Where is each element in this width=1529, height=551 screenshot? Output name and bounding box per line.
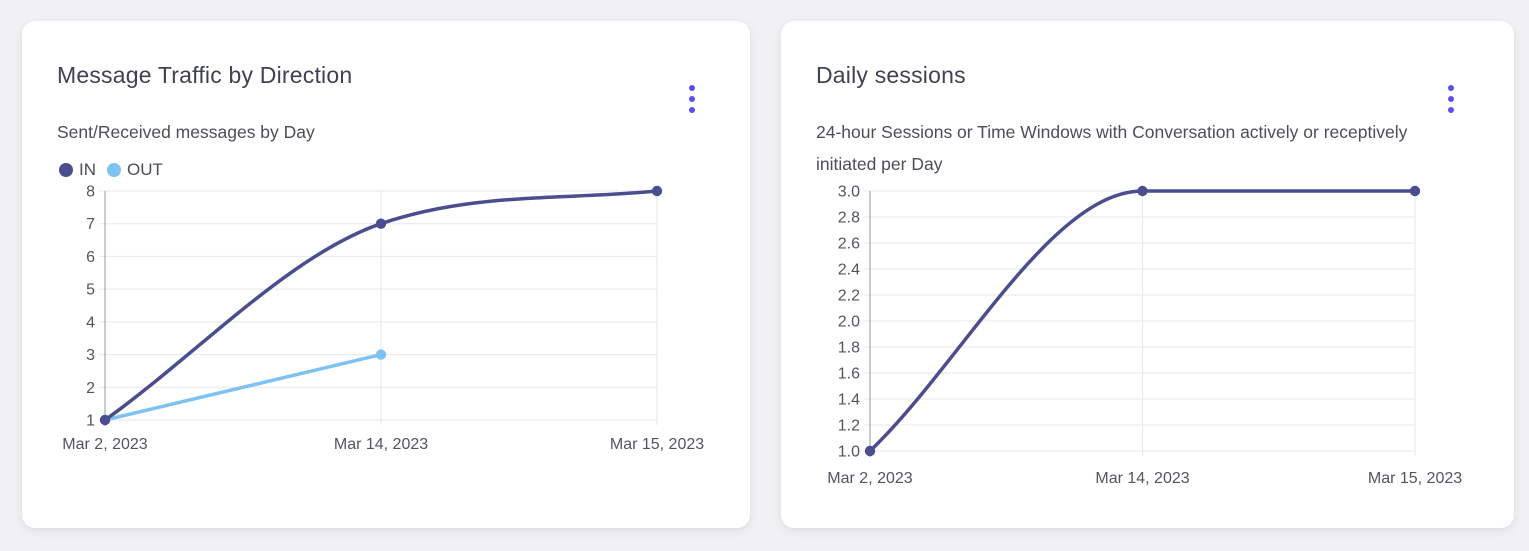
svg-text:Mar 14, 2023: Mar 14, 2023 xyxy=(1095,470,1189,487)
card-message-traffic: Message Traffic by Direction Sent/Receiv… xyxy=(22,21,750,528)
kebab-menu-icon xyxy=(689,85,695,91)
svg-text:3: 3 xyxy=(86,347,95,364)
svg-text:2.6: 2.6 xyxy=(838,236,860,253)
svg-text:2.4: 2.4 xyxy=(838,262,860,279)
card-daily-sessions: Daily sessions 24-hour Sessions or Time … xyxy=(781,21,1514,528)
svg-text:7: 7 xyxy=(86,216,95,233)
kebab-menu-icon xyxy=(689,107,695,113)
svg-text:8: 8 xyxy=(86,184,95,201)
kebab-menu-icon xyxy=(1448,96,1454,102)
svg-text:6: 6 xyxy=(86,249,95,266)
svg-text:1.8: 1.8 xyxy=(838,340,860,357)
kebab-menu-icon xyxy=(1448,107,1454,113)
svg-text:2.8: 2.8 xyxy=(838,210,860,227)
svg-text:1.4: 1.4 xyxy=(838,392,860,409)
kebab-menu-icon xyxy=(689,96,695,102)
legend-dot-in-icon xyxy=(59,163,73,177)
card-title: Daily sessions xyxy=(816,62,966,88)
svg-text:2: 2 xyxy=(86,380,95,397)
svg-text:Mar 2, 2023: Mar 2, 2023 xyxy=(827,470,912,487)
card-menu-button[interactable] xyxy=(1437,77,1465,121)
card-menu-button[interactable] xyxy=(678,77,706,121)
svg-text:2.2: 2.2 xyxy=(838,288,860,305)
legend-label-out: OUT xyxy=(127,160,163,179)
card-title: Message Traffic by Direction xyxy=(57,62,353,88)
svg-text:Mar 15, 2023: Mar 15, 2023 xyxy=(1368,470,1462,487)
svg-text:5: 5 xyxy=(86,282,95,299)
svg-text:1.0: 1.0 xyxy=(838,444,860,461)
daily-sessions-line-chart: 1.0 1.2 1.4 1.6 1.8 2.0 2.2 2.4 2.6 2.8 3.0 Mar 2, … xyxy=(827,184,1462,488)
legend-item-out[interactable]: OUT xyxy=(107,160,163,180)
card-subtitle: Sent/Received messages by Day xyxy=(57,122,315,142)
svg-text:Mar 14, 2023: Mar 14, 2023 xyxy=(334,436,428,453)
legend-item-in[interactable]: IN xyxy=(59,160,96,180)
message-traffic-line-chart: 1 2 3 4 5 6 7 8 Mar 2, 2023 Mar 14, 2023 Mar 15, 2… xyxy=(62,184,704,454)
legend-dot-out-icon xyxy=(107,163,121,177)
svg-text:1.6: 1.6 xyxy=(838,366,860,383)
svg-text:1: 1 xyxy=(86,413,95,430)
card-subtitle: 24-hour Sessions or Time Windows with Co… xyxy=(816,122,1408,174)
legend-label-in: IN xyxy=(79,160,96,179)
svg-text:Mar 2, 2023: Mar 2, 2023 xyxy=(62,436,147,453)
svg-text:3.0: 3.0 xyxy=(838,184,860,201)
svg-text:1.2: 1.2 xyxy=(838,418,860,435)
svg-text:2.0: 2.0 xyxy=(838,314,860,331)
svg-text:4: 4 xyxy=(86,314,95,331)
kebab-menu-icon xyxy=(1448,85,1454,91)
chart-legend: IN OUT xyxy=(59,160,163,180)
svg-text:Mar 15, 2023: Mar 15, 2023 xyxy=(610,436,704,453)
